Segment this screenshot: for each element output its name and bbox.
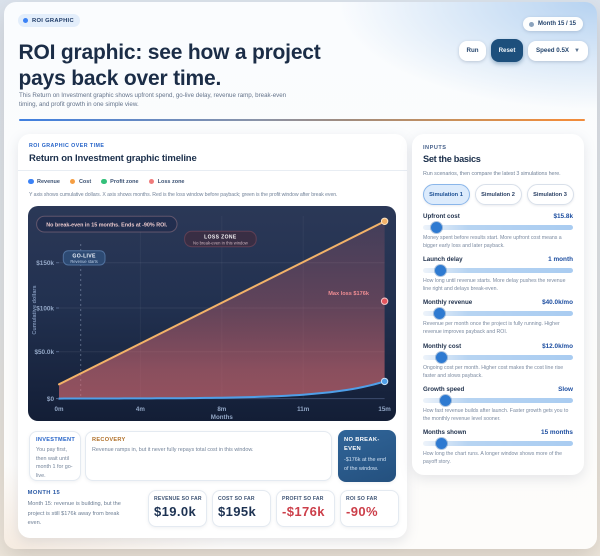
- svg-text:Revenue starts: Revenue starts: [70, 259, 98, 264]
- svg-text:No break-even in this window: No break-even in this window: [193, 241, 249, 246]
- svg-text:Max loss $176k: Max loss $176k: [328, 291, 370, 297]
- svg-text:4m: 4m: [136, 406, 145, 413]
- svg-text:$50.0k: $50.0k: [34, 349, 54, 356]
- svg-text:No break-even in 15 months. En: No break-even in 15 months. Ends at -90%…: [46, 223, 168, 229]
- svg-text:Months: Months: [211, 414, 234, 421]
- svg-text:$150k: $150k: [36, 260, 54, 267]
- svg-text:$100k: $100k: [36, 305, 54, 312]
- svg-text:Cumulative dollars: Cumulative dollars: [32, 285, 38, 334]
- svg-text:GO-LIVE: GO-LIVE: [72, 253, 96, 259]
- svg-text:$0: $0: [47, 396, 55, 403]
- svg-text:11m: 11m: [297, 406, 310, 413]
- svg-text:8m: 8m: [217, 406, 226, 413]
- svg-text:LOSS ZONE: LOSS ZONE: [204, 234, 237, 240]
- svg-text:0m: 0m: [55, 406, 64, 413]
- svg-text:15m: 15m: [378, 406, 391, 413]
